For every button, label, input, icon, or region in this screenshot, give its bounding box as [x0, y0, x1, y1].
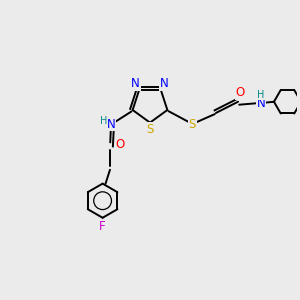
- Text: N: N: [107, 118, 116, 130]
- Text: S: S: [189, 118, 196, 131]
- Text: N: N: [160, 77, 169, 90]
- Text: H: H: [100, 116, 107, 126]
- Text: O: O: [236, 86, 245, 99]
- Text: N: N: [131, 77, 140, 90]
- Text: H: H: [257, 90, 264, 100]
- Text: N: N: [256, 97, 266, 110]
- Text: F: F: [99, 220, 106, 233]
- Text: S: S: [146, 123, 154, 136]
- Text: O: O: [116, 138, 125, 151]
